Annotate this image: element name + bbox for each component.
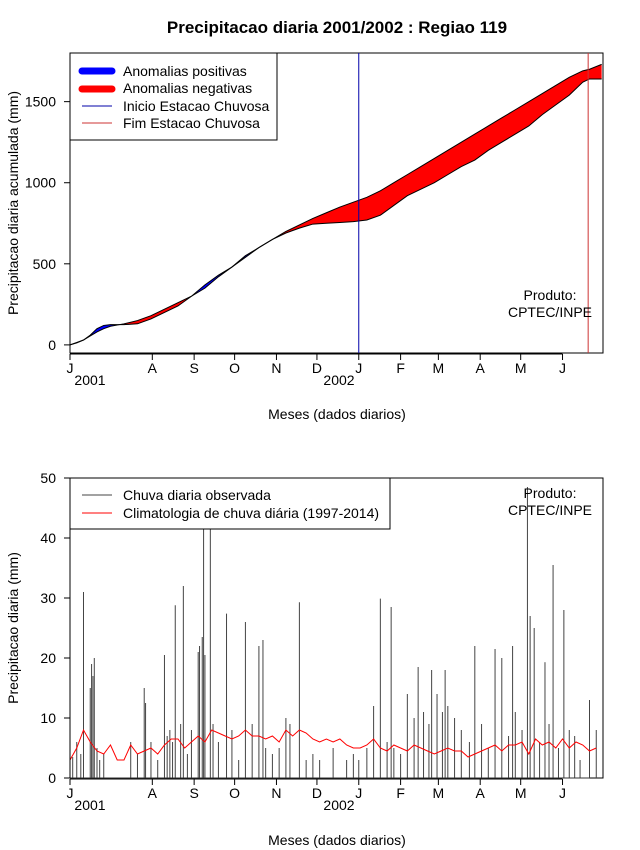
top-x-tick-label: J: [355, 360, 362, 376]
climatology-accumulated-line: [69, 63, 602, 346]
bottom-y-tick-label: 50: [40, 470, 56, 486]
top-y-tick-label: 1000: [25, 175, 56, 191]
bottom-y-tick-label: 10: [40, 710, 56, 726]
legend-text-observed: Chuva diaria observada: [123, 487, 271, 503]
bottom-x-tick-label: M: [515, 785, 527, 801]
accumulated-precipitation-chart: 0 500 1000 1500 J A S O N D J F M A M J Precipitacao d…: [5, 52, 604, 422]
climatology-daily-line: [69, 728, 597, 761]
top-year-label-2001: 2001: [74, 372, 105, 388]
bottom-x-axis-label: Meses (dados diarios): [268, 832, 406, 848]
bottom-x-tick-label: N: [271, 785, 281, 801]
bottom-y-tick-label: 40: [40, 530, 56, 546]
bottom-x-tick-label: A: [476, 785, 486, 801]
figure-title: Precipitacao diaria 2001/2002 : Regiao 1…: [167, 18, 507, 37]
top-y-axis-label: Precipitacao diaria acumulada (mm): [5, 91, 21, 315]
top-x-tick-label: J: [67, 360, 74, 376]
top-x-tick-label: M: [515, 360, 527, 376]
bottom-x-tick-label: M: [433, 785, 445, 801]
positive-anomaly-area: [191, 239, 273, 297]
top-x-tick-label: N: [271, 360, 281, 376]
top-y-tick-label: 500: [33, 256, 57, 272]
bottom-y-axis-label: Precipitacao diaria (mm): [5, 552, 21, 704]
negative-anomaly-area: [273, 64, 602, 239]
bottom-x-tick-label: J: [559, 785, 566, 801]
bottom-x-tick-label: A: [148, 785, 158, 801]
bottom-year-label-2001: 2001: [74, 797, 105, 813]
daily-precipitation-chart: 0 10 20 30 40 50 J A S O N D J F M A M J Precipitacao di…: [5, 470, 604, 848]
legend-text-rain-start: Inicio Estacao Chuvosa: [123, 98, 270, 114]
top-x-tick-label: A: [148, 360, 158, 376]
bottom-x-tick-label: S: [189, 785, 198, 801]
bottom-y-tick-label: 30: [40, 590, 56, 606]
legend-text-climatology: Climatologia de chuva diária (1997-2014): [123, 505, 379, 521]
legend-text-rain-end: Fim Estacao Chuvosa: [123, 115, 260, 131]
bottom-year-label-2002: 2002: [323, 797, 354, 813]
bottom-credit-line1: Produto:: [524, 485, 577, 501]
observed-accumulated-line: [69, 78, 602, 346]
top-x-tick-label: O: [229, 360, 240, 376]
bottom-y-tick-label: 0: [48, 770, 56, 786]
top-x-tick-label: A: [476, 360, 486, 376]
bottom-legend-box: [69, 477, 391, 530]
negative-anomaly-area: [119, 296, 191, 325]
bottom-legend: Chuva diaria observada Climatologia de c…: [69, 477, 391, 530]
bottom-x-tick-label: J: [355, 785, 362, 801]
top-credit-line1: Produto:: [524, 287, 577, 303]
top-x-tick-label: F: [396, 360, 405, 376]
top-y-tick-label: 1500: [25, 94, 56, 110]
bottom-x-tick-label: D: [312, 785, 322, 801]
bottom-credit-line2: CPTEC/INPE: [508, 502, 592, 518]
top-x-axis-label: Meses (dados diarios): [268, 406, 406, 422]
bottom-y-tick-label: 20: [40, 650, 56, 666]
bottom-x-tick-label: F: [396, 785, 405, 801]
bottom-x-tick-label: J: [67, 785, 74, 801]
legend-text-anom-pos: Anomalias positivas: [123, 63, 247, 79]
top-x-tick-label: M: [433, 360, 445, 376]
top-year-label-2002: 2002: [323, 372, 354, 388]
bottom-x-tick-label: O: [229, 785, 240, 801]
top-x-tick-label: S: [189, 360, 198, 376]
legend-text-anom-neg: Anomalias negativas: [123, 80, 252, 96]
top-credit-line2: CPTEC/INPE: [508, 304, 592, 320]
top-x-tick-label: J: [559, 360, 566, 376]
top-legend: Anomalias positivas Anomalias negativas …: [69, 52, 278, 141]
top-x-tick-label: D: [312, 360, 322, 376]
top-y-tick-label: 0: [48, 337, 56, 353]
